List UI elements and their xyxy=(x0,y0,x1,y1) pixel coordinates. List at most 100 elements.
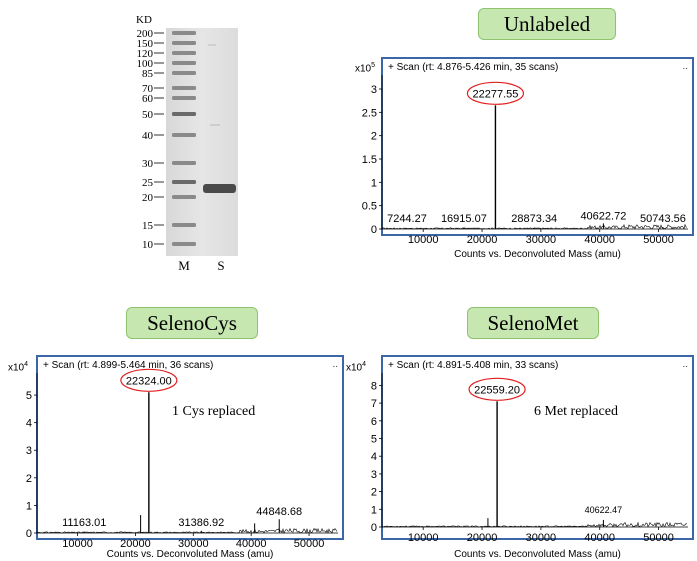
x-tick-label: 50000 xyxy=(643,532,674,544)
marker-band xyxy=(172,41,196,45)
marker-label: 70 xyxy=(142,83,154,95)
y-tick-label: 2 xyxy=(26,473,32,485)
spectrum-frame-selenomet: + Scan (rt: 4.891-5.408 min, 33 scans) .… xyxy=(381,355,694,540)
x-tick-label: 20000 xyxy=(467,234,498,246)
y-tick-label: 3 xyxy=(26,445,32,457)
peak-label: 31386.92 xyxy=(178,517,224,529)
y-tick-label: 3 xyxy=(371,84,377,96)
baseline-trace xyxy=(36,527,338,535)
marker-label: 30 xyxy=(142,158,154,170)
y-tick-label: 2 xyxy=(371,131,377,143)
marker-band xyxy=(172,180,196,184)
y-tick-label: 0.5 xyxy=(362,201,377,213)
y-multiplier-selenocys: x104 xyxy=(8,361,29,374)
y-tick-label: 6 xyxy=(371,416,377,428)
y-tick-label: 1.5 xyxy=(362,154,377,166)
y-tick-label: 2.5 xyxy=(362,107,377,119)
marker-label: 15 xyxy=(142,220,154,232)
y-tick-label: 4 xyxy=(371,451,377,463)
marker-band xyxy=(172,133,196,137)
peak-highlight-circle xyxy=(468,377,526,401)
x-axis-label-selenomet: Counts vs. Deconvoluted Mass (amu) xyxy=(454,549,621,560)
marker-band xyxy=(172,223,196,227)
y-tick-label: 1 xyxy=(371,177,377,189)
y-tick-label: 0 xyxy=(26,528,32,540)
options-dots[interactable]: .. xyxy=(682,359,688,370)
marker-band xyxy=(172,86,196,90)
marker-label: 200 xyxy=(137,28,154,40)
x-tick-label: 40000 xyxy=(236,538,267,550)
title-unlabeled: Unlabeled xyxy=(478,8,616,40)
options-dots[interactable]: .. xyxy=(332,359,338,370)
scan-header-unlabeled: + Scan (rt: 4.876-5.426 min, 35 scans) xyxy=(388,62,559,73)
marker-band xyxy=(172,31,196,35)
sample-band xyxy=(203,184,236,193)
peak-label: 16915.07 xyxy=(441,213,487,225)
y-tick-label: 4 xyxy=(26,418,32,430)
peak-label: 22277.55 xyxy=(472,88,518,100)
y-tick-label: 0 xyxy=(371,522,377,534)
gel-unit-label: KD xyxy=(136,14,152,26)
marker-label: 25 xyxy=(142,177,154,189)
x-tick-label: 20000 xyxy=(120,538,151,550)
marker-band xyxy=(172,51,196,55)
spectrum-chart-selenomet: 0 1 2 3 4 5 6 7 8 10000 20000 30000 40000 50000 22559.… xyxy=(371,373,688,544)
x-tick-label: 30000 xyxy=(178,538,209,550)
y-multiplier-selenomet: x104 xyxy=(346,361,367,374)
y-tick-label: 0 xyxy=(371,224,377,236)
y-tick-label: 5 xyxy=(26,390,32,402)
peak-highlight-circle xyxy=(466,81,525,105)
marker-label: 100 xyxy=(137,58,154,70)
marker-label: 20 xyxy=(142,192,154,204)
marker-band xyxy=(172,112,196,116)
peak-highlight-circle xyxy=(120,368,178,392)
gel-panel: KD 200 150 120 100 85 70 60 50 40 30 25 20 15 10 M S xyxy=(128,8,258,278)
marker-label: 85 xyxy=(142,68,154,80)
baseline-trace xyxy=(381,521,688,528)
peak-label: 40622.47 xyxy=(585,505,623,515)
peak-label: 28873.34 xyxy=(511,213,557,225)
marker-label: 10 xyxy=(142,239,154,251)
faint-band xyxy=(208,44,216,46)
x-tick-label: 50000 xyxy=(643,234,674,246)
marker-band xyxy=(172,195,196,199)
lane-label-marker: M xyxy=(178,258,190,273)
marker-label: 150 xyxy=(137,38,154,50)
x-axis-label-selenocys: Counts vs. Deconvoluted Mass (amu) xyxy=(106,549,274,560)
marker-label: 60 xyxy=(142,93,154,105)
y-tick-label: 8 xyxy=(371,380,377,392)
y-tick-label: 1 xyxy=(26,500,32,512)
spectrum-frame-selenocys: + Scan (rt: 4.899-5.464 min, 36 scans) .… xyxy=(36,355,344,540)
peak-label: 22324.00 xyxy=(126,375,172,387)
x-tick-label: 40000 xyxy=(584,532,615,544)
peak-label: 11163.01 xyxy=(62,517,106,529)
x-tick-label: 50000 xyxy=(294,538,325,550)
y-multiplier-unlabeled: x105 xyxy=(355,62,376,75)
marker-label: 40 xyxy=(142,130,154,142)
marker-label: 50 xyxy=(142,109,154,121)
x-tick-label: 10000 xyxy=(408,234,439,246)
x-tick-label: 30000 xyxy=(526,234,557,246)
y-tick-label: 2 xyxy=(371,487,377,499)
marker-band xyxy=(172,61,196,65)
options-dots[interactable]: .. xyxy=(682,61,688,72)
y-tick-label: 5 xyxy=(371,433,377,445)
peak-label: 7244.27 xyxy=(387,213,427,225)
annotation-selenomet: 6 Met replaced xyxy=(534,404,618,419)
marker-band xyxy=(172,96,196,100)
annotation-selenocys: 1 Cys replaced xyxy=(172,404,256,419)
y-tick-label: 7 xyxy=(371,398,377,410)
spectrum-chart-unlabeled: 0 0.5 1 1.5 2 2.5 3 10000 20000 30000 40000 50000 22… xyxy=(362,75,688,246)
x-tick-label: 40000 xyxy=(584,234,615,246)
peak-label: 44848.68 xyxy=(256,506,302,518)
lane-label-sample: S xyxy=(217,258,224,273)
marker-band xyxy=(172,242,196,246)
marker-band xyxy=(172,71,196,75)
title-selenocys: SelenoCys xyxy=(126,307,258,339)
scan-header-selenocys: + Scan (rt: 4.899-5.464 min, 36 scans) xyxy=(43,360,214,371)
gel-body xyxy=(166,28,238,256)
scan-header-selenomet: + Scan (rt: 4.891-5.408 min, 33 scans) xyxy=(388,360,559,371)
y-tick-label: 3 xyxy=(371,469,377,481)
spectrum-chart-selenocys: 0 1 2 3 4 5 10000 20000 30000 40000 50000 22324.00 1… xyxy=(26,368,338,550)
